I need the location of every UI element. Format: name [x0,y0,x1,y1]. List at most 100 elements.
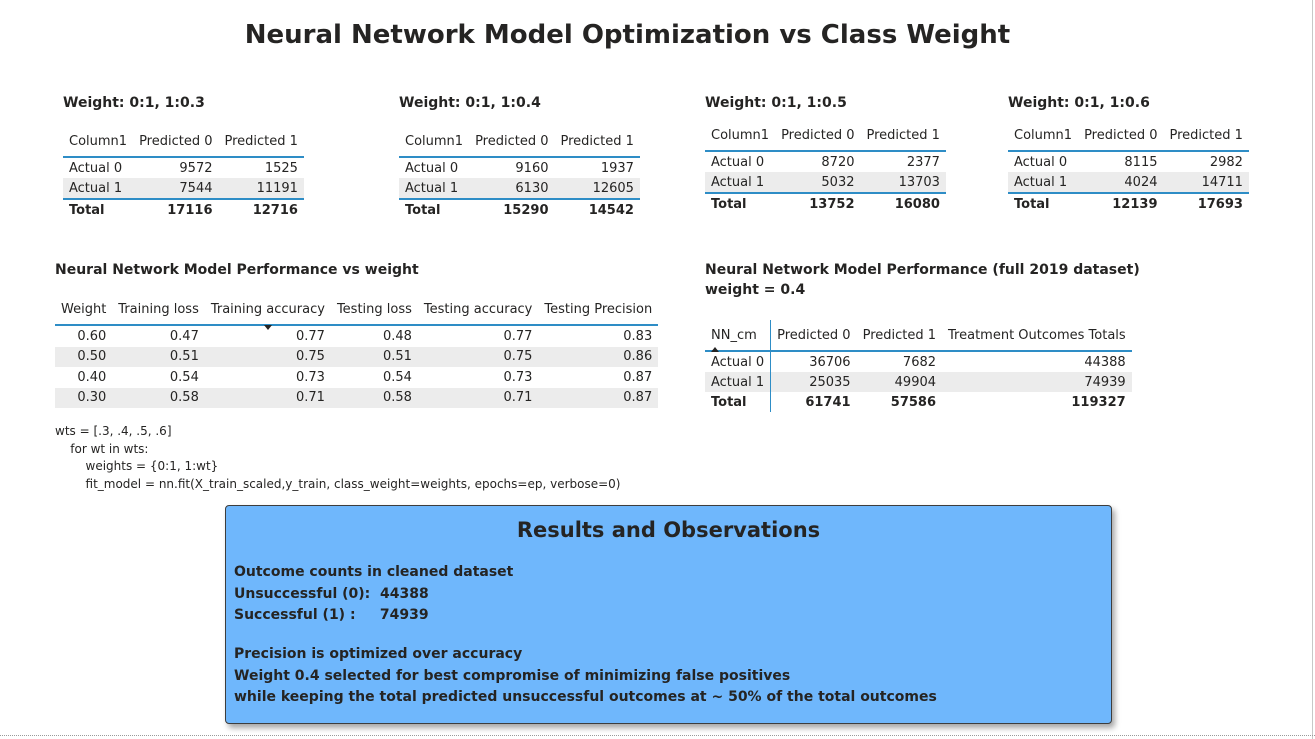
table-cell: 0.54 [169,369,199,385]
table-cell: 4024 [1078,172,1164,193]
results-line: Successful (1) : 74939 [234,607,429,623]
total-row: Total 12139 17693 [1008,192,1249,214]
table-cell: 9572 [179,160,213,176]
table-cell: 13703 [860,172,946,193]
table-row: Actual 1 25035 49904 74939 [705,372,1132,392]
results-observations-box: Results and Observations Outcome counts … [225,505,1112,724]
matrix-title: Weight: 0:1, 1:0.5 [705,95,847,111]
table-cell: 6130 [469,178,555,199]
code-line: for wt in wts: [55,441,149,456]
column-header-testing-loss[interactable]: Testing loss [330,294,418,326]
total-cell: 17693 [1163,192,1249,214]
table-row: Actual 1 5032 13703 [705,172,946,193]
column-header[interactable]: Predicted 0 [469,126,555,158]
column-header[interactable]: Predicted 1 [218,126,304,158]
total-cell: 17116 [133,198,219,220]
table-row: Actual 1 4024 14711 [1008,172,1249,193]
column-header-label: NN_cm [711,327,757,343]
table-cell: 0.58 [330,387,418,408]
total-cell: 13752 [775,192,861,214]
row-label: Actual 0 [711,154,765,170]
code-line: fit_model = nn.fit(X_train_scaled,y_trai… [55,476,621,491]
column-header[interactable]: Column1 [63,126,134,158]
canvas-right-border [1312,0,1313,739]
column-header[interactable]: Column1 [399,126,470,158]
page-title: Neural Network Model Optimization vs Cla… [244,20,1011,50]
table-row: Actual 0 9572 1525 [63,157,304,178]
total-cell: 57586 [890,394,937,410]
column-header[interactable]: Column1 [705,120,776,152]
total-row: Total 61741 57586 119327 [705,392,1132,412]
table-row: Actual 1 6130 12605 [399,178,640,199]
table-cell: 74939 [942,372,1132,392]
full-dataset-subtitle: weight = 0.4 [705,282,806,298]
table-cell: 9160 [515,160,549,176]
table-cell: 2377 [906,154,940,170]
column-header[interactable]: Predicted 1 [860,120,946,152]
table-cell: 0.30 [55,387,113,408]
table-cell: 0.75 [417,346,539,367]
table-cell: 0.40 [77,369,107,385]
table-cell: 0.51 [112,346,205,367]
total-cell: 12139 [1078,192,1164,214]
column-header-training-accuracy[interactable]: Training accuracy [204,294,331,330]
column-header-testing-precision[interactable]: Testing Precision [538,294,659,326]
matrix-title: Weight: 0:1, 1:0.3 [63,95,205,111]
column-header[interactable]: Predicted 0 [133,126,219,158]
table-cell: 0.71 [204,387,331,408]
table-cell: 0.48 [382,328,412,344]
row-label: Actual 1 [1008,172,1079,193]
full-dataset-table[interactable]: NN_cm Predicted 0 Predicted 1 Treatment … [705,320,1132,412]
table-row: Actual 0 9160 1937 [399,157,640,178]
table-row: 0.30 0.58 0.71 0.58 0.71 0.87 [55,387,659,408]
table-cell: 8720 [821,154,855,170]
table-cell: 0.77 [503,328,533,344]
column-header[interactable]: Column1 [1008,120,1079,152]
performance-title: Neural Network Model Performance vs weig… [55,262,419,278]
table-cell: 25035 [770,372,857,392]
total-label: Total [1008,192,1079,214]
table-cell: 0.87 [623,369,653,385]
row-label: Actual 0 [405,160,459,176]
table-cell: 11191 [218,178,304,199]
performance-table[interactable]: Weight Training loss Training accuracy T… [55,294,659,408]
column-header[interactable]: Predicted 0 [775,120,861,152]
column-header-weight[interactable]: Weight [55,294,113,326]
results-line: Unsuccessful (0): 44388 [234,586,429,602]
total-row: Total 13752 16080 [705,192,946,214]
table-cell: 36706 [809,354,851,370]
table-cell: 7682 [902,354,937,370]
confusion-matrix-table[interactable]: Column1 Predicted 0 Predicted 1 Actual 0… [63,126,304,220]
table-cell: 1937 [600,160,634,176]
table-row: 0.40 0.54 0.73 0.54 0.73 0.87 [55,367,658,388]
table-cell: 0.87 [538,387,659,408]
table-cell: 0.50 [55,346,113,367]
column-header-training-loss[interactable]: Training loss [112,294,205,326]
table-row: Actual 0 8720 2377 [705,151,946,172]
total-cell: 119327 [1071,394,1126,410]
column-header[interactable]: Predicted 1 [856,320,943,352]
matrix-title: Weight: 0:1, 1:0.6 [1008,95,1150,111]
column-header-testing-accuracy[interactable]: Testing accuracy [417,294,539,326]
results-line: while keeping the total predicted unsucc… [234,689,937,705]
column-header[interactable]: Treatment Outcomes Totals [942,320,1132,352]
table-row: Actual 0 8115 2982 [1008,151,1249,172]
column-header-nn-cm[interactable]: NN_cm [705,320,772,352]
confusion-matrix-table[interactable]: Column1 Predicted 0 Predicted 1 Actual 0… [399,126,640,220]
total-cell: 15290 [469,198,555,220]
column-header[interactable]: Predicted 1 [554,126,640,158]
table-cell: 0.83 [623,328,653,344]
total-row: Total 15290 14542 [399,198,640,220]
column-header[interactable]: Predicted 1 [1163,120,1249,152]
table-cell: 49904 [856,372,943,392]
total-row: Total 17116 12716 [63,198,304,220]
total-cell: 14542 [554,198,640,220]
table-cell: 0.77 [295,328,325,344]
confusion-matrix-table[interactable]: Column1 Predicted 0 Predicted 1 Actual 0… [705,120,946,214]
table-cell: 2982 [1209,154,1243,170]
column-header[interactable]: Predicted 0 [770,320,857,352]
table-cell: 0.51 [330,346,418,367]
column-header-label: Training accuracy [210,301,325,317]
confusion-matrix-table[interactable]: Column1 Predicted 0 Predicted 1 Actual 0… [1008,120,1249,214]
column-header[interactable]: Predicted 0 [1078,120,1164,152]
